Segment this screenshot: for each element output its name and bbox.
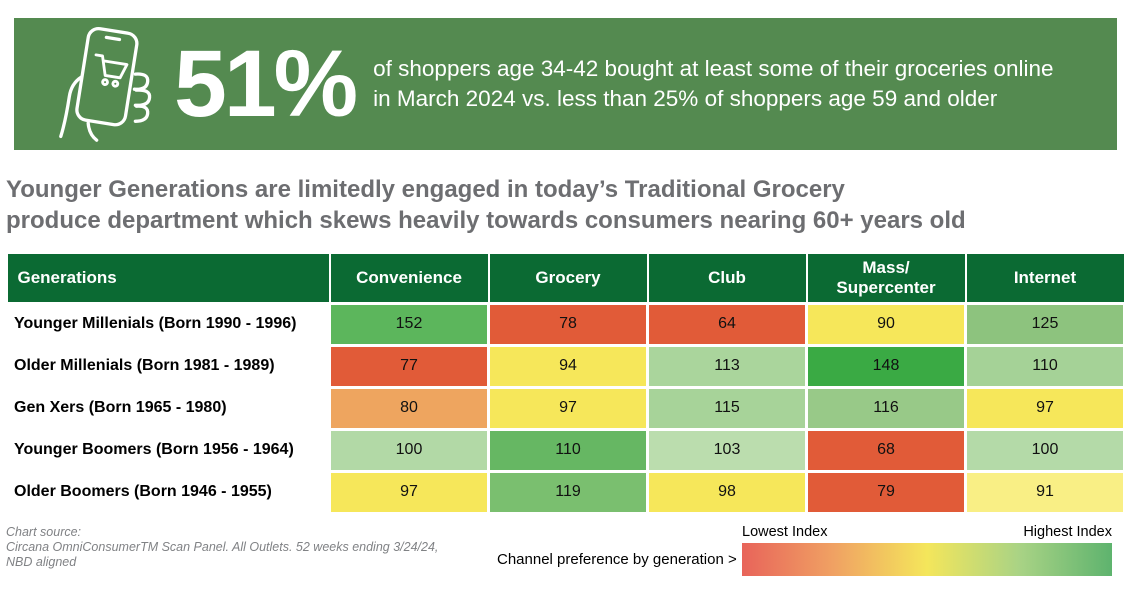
heatmap-table-container: Generations Convenience Grocery Club Mas… <box>5 252 1126 515</box>
table-row: Older Millenials (Born 1981 - 1989) 77 9… <box>5 343 1126 389</box>
heatmap-cell: 110 <box>487 427 649 473</box>
row-label-older-millenials: Older Millenials (Born 1981 - 1989) <box>5 343 331 389</box>
heatmap-cell: 152 <box>328 301 490 347</box>
heatmap-cell: 116 <box>805 385 967 431</box>
heatmap-cell: 113 <box>646 343 808 389</box>
index-legend: Lowest Index Highest Index <box>742 524 1112 576</box>
legend-caption: Channel preference by generation > <box>497 551 737 568</box>
column-header-convenience: Convenience <box>328 252 490 304</box>
source-note-line3: NBD aligned <box>6 555 77 569</box>
heatmap-cell: 90 <box>805 301 967 347</box>
heatmap-cell: 77 <box>328 343 490 389</box>
page-title-line2: produce department which skews heavily t… <box>6 207 966 234</box>
row-label-older-boomers: Older Boomers (Born 1946 - 1955) <box>5 469 331 515</box>
heatmap-cell: 125 <box>964 301 1126 347</box>
column-header-internet: Internet <box>964 252 1126 304</box>
table-row: Older Boomers (Born 1946 - 1955) 97 119 … <box>5 469 1126 515</box>
heatmap-cell: 115 <box>646 385 808 431</box>
column-header-mass-supercenter: Mass/ Supercenter <box>805 252 967 304</box>
legend-high-label: Highest Index <box>1023 524 1112 540</box>
heatmap-cell: 98 <box>646 469 808 515</box>
heatmap-cell: 68 <box>805 427 967 473</box>
heatmap-cell: 97 <box>487 385 649 431</box>
heatmap-cell: 80 <box>328 385 490 431</box>
column-header-grocery: Grocery <box>487 252 649 304</box>
source-note-line2: Circana OmniConsumerTM Scan Panel. All O… <box>6 540 439 554</box>
heatmap-cell: 94 <box>487 343 649 389</box>
heatmap-cell: 78 <box>487 301 649 347</box>
stat-description-line1: of shoppers age 34-42 bought at least so… <box>373 56 1054 81</box>
heatmap-cell: 100 <box>328 427 490 473</box>
heatmap-cell: 100 <box>964 427 1126 473</box>
legend-labels: Lowest Index Highest Index <box>742 524 1112 540</box>
legend-low-label: Lowest Index <box>742 524 828 540</box>
source-note: Chart source: Circana OmniConsumerTM Sca… <box>6 525 486 570</box>
page-title-line1: Younger Generations are limitedly engage… <box>6 176 845 203</box>
column-header-club: Club <box>646 252 808 304</box>
row-label-younger-boomers: Younger Boomers (Born 1956 - 1964) <box>5 427 331 473</box>
page-title: Younger Generations are limitedly engage… <box>6 174 1106 236</box>
stat-description: of shoppers age 34-42 bought at least so… <box>373 54 1053 114</box>
row-label-younger-millenials: Younger Millenials (Born 1990 - 1996) <box>5 301 331 347</box>
column-header-generations: Generations <box>5 252 331 304</box>
heatmap-cell: 119 <box>487 469 649 515</box>
heatmap-cell: 97 <box>328 469 490 515</box>
legend-gradient-bar <box>742 543 1112 576</box>
source-note-line1: Chart source: <box>6 525 82 539</box>
table-row: Younger Boomers (Born 1956 - 1964) 100 1… <box>5 427 1126 473</box>
header-row: Generations Convenience Grocery Club Mas… <box>5 252 1126 304</box>
heatmap-cell: 103 <box>646 427 808 473</box>
heatmap-cell: 148 <box>805 343 967 389</box>
heatmap-cell: 97 <box>964 385 1126 431</box>
table-row: Gen Xers (Born 1965 - 1980) 80 97 115 11… <box>5 385 1126 431</box>
heatmap-table: Generations Convenience Grocery Club Mas… <box>5 252 1126 515</box>
table-row: Younger Millenials (Born 1990 - 1996) 15… <box>5 301 1126 347</box>
stat-banner: 51% of shoppers age 34-42 bought at leas… <box>14 18 1117 150</box>
heatmap-cell: 64 <box>646 301 808 347</box>
phone-shopping-cart-icon <box>59 27 152 142</box>
stat-description-line2: in March 2024 vs. less than 25% of shopp… <box>373 86 998 111</box>
heatmap-cell: 110 <box>964 343 1126 389</box>
stat-value: 51% <box>174 30 358 137</box>
row-label-gen-xers: Gen Xers (Born 1965 - 1980) <box>5 385 331 431</box>
heatmap-cell: 91 <box>964 469 1126 515</box>
heatmap-cell: 79 <box>805 469 967 515</box>
